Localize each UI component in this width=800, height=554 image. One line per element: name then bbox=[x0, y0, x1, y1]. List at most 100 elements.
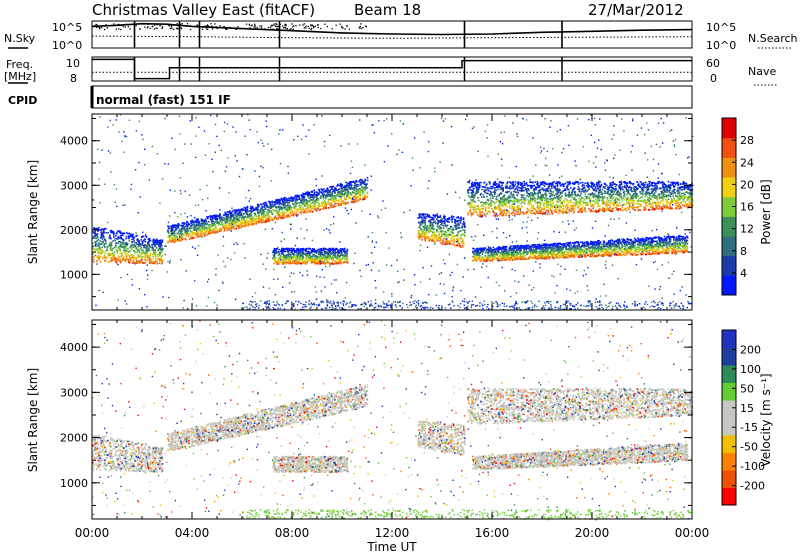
power-sample bbox=[144, 247, 146, 249]
power-sample bbox=[428, 240, 430, 242]
power-sample bbox=[210, 232, 212, 234]
power-sample bbox=[429, 226, 432, 229]
noise-sample bbox=[295, 25, 297, 27]
power-sample bbox=[288, 202, 291, 204]
power-sample bbox=[606, 197, 609, 200]
power-sample bbox=[274, 260, 277, 262]
power-sample bbox=[299, 249, 301, 252]
power-sample bbox=[239, 221, 242, 224]
power-sample bbox=[223, 230, 226, 232]
power-sample bbox=[293, 197, 296, 199]
power-sample bbox=[549, 207, 551, 210]
power-sample bbox=[183, 227, 186, 229]
power-sample bbox=[320, 248, 323, 251]
power-sample bbox=[115, 235, 117, 237]
noise-sample bbox=[121, 24, 123, 26]
power-sample bbox=[186, 231, 188, 234]
power-sample bbox=[288, 247, 291, 250]
power-sample bbox=[204, 232, 207, 234]
noise-sample bbox=[326, 26, 328, 28]
power-sample bbox=[285, 256, 288, 259]
power-sample bbox=[469, 202, 471, 204]
power-sample bbox=[326, 188, 329, 190]
power-sample bbox=[96, 227, 99, 230]
power-sample bbox=[463, 229, 466, 232]
power-sample bbox=[214, 215, 217, 217]
power-sample bbox=[159, 246, 162, 249]
power-sample bbox=[262, 217, 264, 220]
power-sample bbox=[121, 251, 123, 254]
power-sample bbox=[138, 259, 141, 262]
power-sample bbox=[340, 249, 342, 251]
power-sample bbox=[276, 212, 278, 215]
power-sample bbox=[224, 221, 227, 223]
power-sample bbox=[184, 229, 186, 231]
power-sample bbox=[315, 252, 318, 254]
noise-sample bbox=[215, 26, 217, 28]
power-sample bbox=[190, 220, 192, 223]
power-sample bbox=[114, 257, 117, 259]
noise-sample bbox=[153, 28, 155, 30]
power-sample bbox=[109, 230, 112, 232]
freq-lines bbox=[92, 57, 692, 81]
power-sample bbox=[204, 223, 206, 226]
power-sample bbox=[306, 204, 308, 206]
power-sample bbox=[254, 219, 256, 222]
power-sample bbox=[279, 261, 282, 264]
power-sample bbox=[201, 227, 204, 229]
power-sample bbox=[339, 191, 342, 193]
power-sample bbox=[285, 259, 287, 261]
power-sample bbox=[258, 211, 261, 214]
power-sample bbox=[192, 236, 195, 238]
noise-sample bbox=[284, 23, 286, 25]
power-sample bbox=[154, 260, 157, 262]
noise-sample bbox=[278, 25, 280, 27]
power-sample bbox=[114, 237, 116, 240]
noise-sample bbox=[320, 27, 322, 30]
power-sample bbox=[216, 217, 218, 219]
power-sample bbox=[244, 221, 246, 223]
power-sample bbox=[138, 244, 140, 246]
power-sample bbox=[316, 258, 319, 261]
power-sample bbox=[159, 239, 161, 242]
power-sample bbox=[120, 241, 123, 244]
power-sample bbox=[677, 199, 680, 201]
power-sample bbox=[449, 234, 452, 236]
power-sample bbox=[215, 216, 217, 219]
power-sample bbox=[442, 230, 445, 232]
power-sample bbox=[420, 233, 422, 235]
power-sample bbox=[100, 228, 103, 231]
power-sample bbox=[125, 256, 128, 258]
power-sample bbox=[362, 196, 364, 198]
power-sample bbox=[225, 223, 227, 226]
noise-sample bbox=[211, 28, 214, 30]
power-sample bbox=[311, 196, 314, 198]
power-sample bbox=[235, 219, 238, 222]
power-sample bbox=[244, 225, 246, 228]
power-sample bbox=[317, 193, 320, 196]
power-sample bbox=[256, 216, 258, 218]
power-sample bbox=[247, 210, 249, 213]
power-sample bbox=[131, 256, 134, 258]
power-sample bbox=[188, 223, 191, 226]
power-sample bbox=[138, 241, 140, 243]
power-sample bbox=[143, 246, 145, 248]
power-sample bbox=[310, 260, 312, 263]
power-sample bbox=[104, 252, 106, 255]
power-sample bbox=[280, 207, 283, 209]
power-sample bbox=[325, 256, 327, 259]
power-sample bbox=[637, 203, 640, 205]
power-sample bbox=[183, 234, 185, 237]
power-sample bbox=[95, 249, 97, 251]
power-sample bbox=[111, 257, 113, 259]
power-sample bbox=[290, 262, 293, 264]
power-sample bbox=[284, 261, 286, 263]
noise-sample bbox=[223, 27, 225, 29]
power-sample bbox=[316, 257, 319, 259]
power-sample bbox=[318, 259, 321, 262]
power-sample bbox=[320, 255, 322, 257]
power-sample bbox=[185, 232, 188, 235]
power-sample bbox=[208, 233, 211, 235]
power-sample bbox=[111, 254, 114, 257]
power-sample bbox=[449, 241, 452, 243]
